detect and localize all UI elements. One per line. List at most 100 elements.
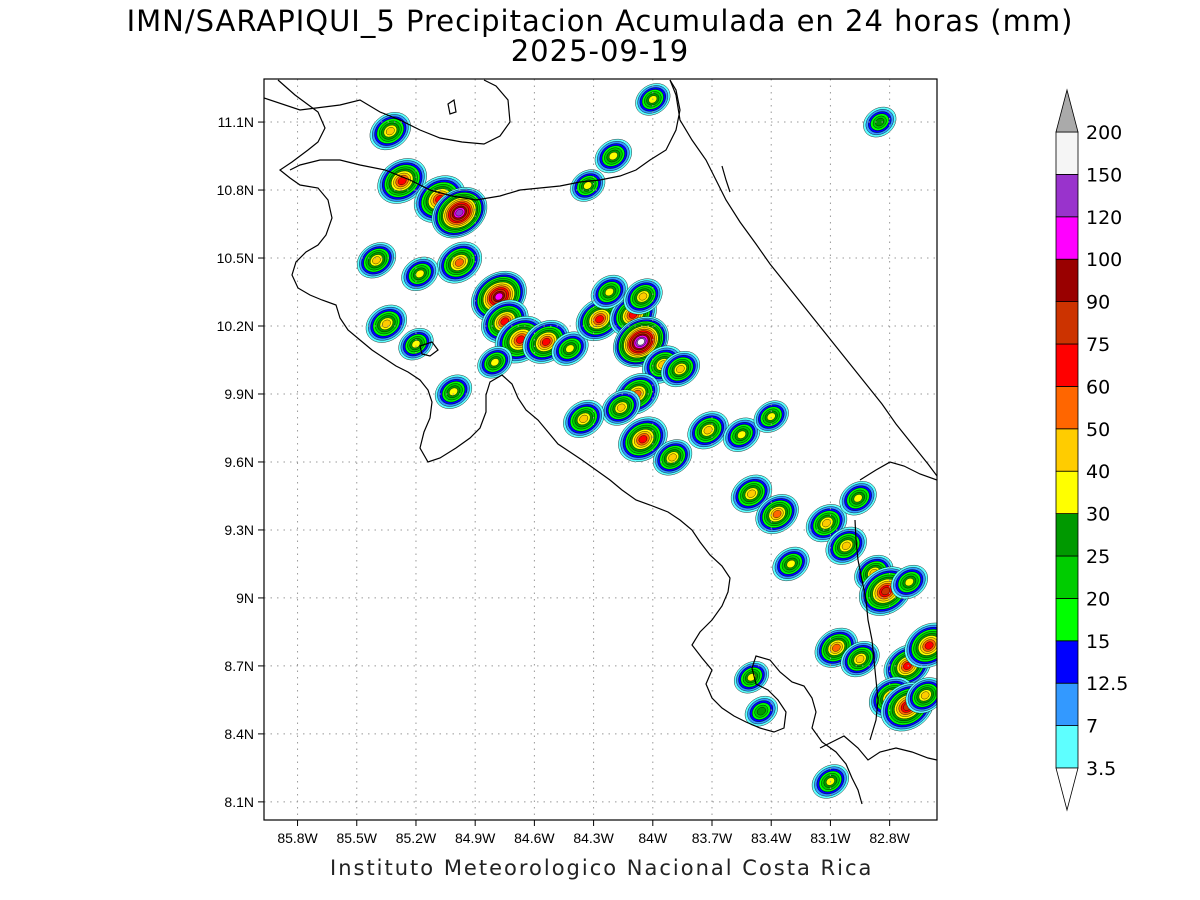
colorbar-over-arrow xyxy=(1055,88,1079,133)
precip-cell xyxy=(356,242,397,279)
colorbar-label: 100 xyxy=(1086,249,1122,271)
border-panama xyxy=(854,519,879,741)
precip-contour xyxy=(372,256,381,265)
precip-cell xyxy=(401,256,439,291)
precip-contour xyxy=(454,258,464,267)
precip-cell xyxy=(570,169,606,202)
precip-contour xyxy=(638,292,648,301)
precip-contour xyxy=(772,510,782,518)
y-tick-label: 10.5N xyxy=(217,250,254,266)
precip-cell xyxy=(733,661,770,694)
precip-contour xyxy=(841,541,851,550)
y-tick-label: 9.6N xyxy=(224,454,254,470)
y-tick-label: 9.9N xyxy=(224,386,254,402)
colorbar-label: 30 xyxy=(1086,504,1110,526)
precip-cell xyxy=(905,677,937,714)
precip-contour xyxy=(583,181,592,190)
x-tick-label: 85.5W xyxy=(337,830,378,846)
precip-cell xyxy=(753,400,789,433)
precip-cell xyxy=(551,331,589,366)
coastline-pacific-north xyxy=(277,79,863,805)
precip-contour xyxy=(703,426,713,435)
precip-cell xyxy=(590,274,628,310)
precip-cell xyxy=(687,411,729,450)
longitude-axis: 85.8W 85.5W 85.2W 84.9W 84.6W 84.3W 84W 83.7W 83… xyxy=(277,820,911,846)
x-tick-label: 85.8W xyxy=(277,830,318,846)
precip-contour xyxy=(756,707,766,716)
map-date: 2025-09-19 xyxy=(510,34,690,68)
precip-contour xyxy=(786,559,796,568)
footer-institution: Instituto Meteorologico Nacional Costa R… xyxy=(330,856,874,880)
y-tick-label: 9N xyxy=(236,590,254,606)
colorbar-band xyxy=(1055,513,1079,557)
y-tick-label: 10.2N xyxy=(217,318,254,334)
colorbar-label: 150 xyxy=(1086,164,1122,186)
precip-contour xyxy=(737,430,746,439)
precip-contour xyxy=(608,151,618,161)
colorbar-band xyxy=(1055,258,1079,303)
x-tick-label: 82.8W xyxy=(869,830,910,846)
precip-contour xyxy=(855,655,865,663)
colorbar-band xyxy=(1055,131,1079,175)
colorbar-label: 120 xyxy=(1086,207,1122,229)
precip-contour xyxy=(904,578,914,587)
border-nicaragua xyxy=(289,79,681,201)
colorbar-band xyxy=(1055,725,1079,769)
y-tick-label: 11.1N xyxy=(218,114,254,130)
coastline-borders xyxy=(264,79,937,805)
y-tick-label: 8.7N xyxy=(224,658,254,674)
precip-cell xyxy=(398,328,434,361)
colorbar-band xyxy=(1055,385,1079,430)
precip-cell xyxy=(744,695,778,727)
colorbar-band xyxy=(1055,173,1079,218)
map-title: IMN/SARAPIQUI_5 Precipitacion Acumulada … xyxy=(126,4,1074,38)
x-tick-label: 85.2W xyxy=(396,830,437,846)
precip-cell xyxy=(825,526,867,565)
precip-cell xyxy=(594,138,632,174)
precip-cell xyxy=(434,374,473,409)
precip-cell xyxy=(772,546,810,582)
x-tick-label: 84.9W xyxy=(455,830,496,846)
precip-contour xyxy=(668,453,677,462)
colorbar-label: 20 xyxy=(1086,588,1110,610)
precip-cell xyxy=(563,399,605,438)
precip-cell xyxy=(601,389,641,426)
precip-cell xyxy=(863,106,897,138)
colorbar-band xyxy=(1055,555,1079,599)
x-tick-label: 84.3W xyxy=(573,830,614,846)
precip-cell xyxy=(436,241,483,284)
precip-contour xyxy=(638,435,648,444)
lat-lon-grid xyxy=(264,79,937,820)
precip-contour xyxy=(455,209,464,217)
precip-contour xyxy=(853,494,863,503)
precip-cell xyxy=(890,564,928,600)
coastline-panama xyxy=(859,461,937,481)
colorbar-label: 60 xyxy=(1086,376,1110,398)
precip-contour xyxy=(747,489,756,498)
precip-cell xyxy=(660,351,700,388)
latitude-axis: 11.1N 10.8N 10.5N 10.2N 9.9N 9.6N 9.3N 9N 8.7N 8.… xyxy=(217,114,264,810)
island-ometepe xyxy=(447,98,457,115)
colorbar-under-arrow xyxy=(1055,767,1079,812)
precip-cell xyxy=(723,417,761,452)
precip-contour xyxy=(617,403,626,412)
precip-cell xyxy=(652,439,693,476)
precip-contour xyxy=(411,340,421,349)
precip-contour xyxy=(516,335,525,344)
x-tick-label: 83.4W xyxy=(751,830,792,846)
precip-cell xyxy=(904,622,937,669)
precip-contour xyxy=(920,691,930,700)
x-tick-label: 83.7W xyxy=(692,830,733,846)
colorbar-label: 12.5 xyxy=(1086,673,1128,695)
lake-nicaragua-shore xyxy=(264,79,511,145)
precip-cell xyxy=(755,494,799,534)
precip-contour xyxy=(415,269,425,278)
coastline-caribbean xyxy=(669,79,937,477)
map-background xyxy=(264,79,937,820)
precip-cell xyxy=(365,304,408,343)
colorbar-label: 15 xyxy=(1086,631,1110,653)
precip-contour xyxy=(595,315,604,324)
precip-contour xyxy=(565,344,575,353)
coastline-osa xyxy=(819,735,937,761)
precipitation-field xyxy=(356,83,937,799)
